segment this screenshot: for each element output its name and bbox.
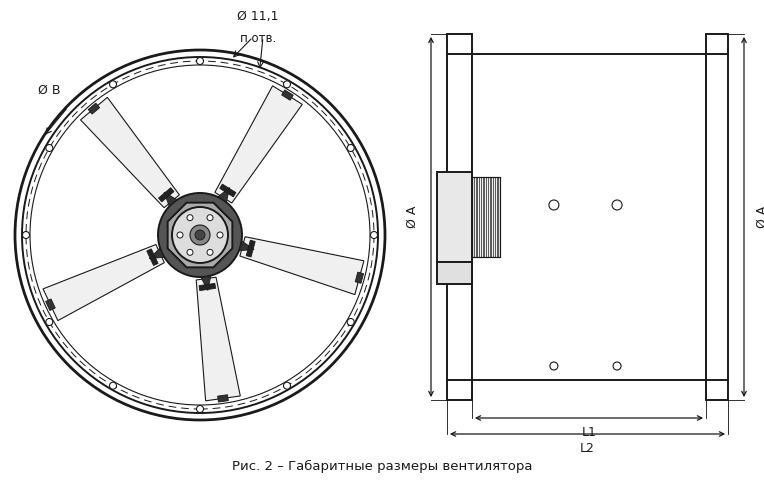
Polygon shape <box>218 395 228 402</box>
Polygon shape <box>88 103 99 114</box>
Circle shape <box>172 207 228 263</box>
Text: Ø A: Ø A <box>406 206 419 228</box>
Polygon shape <box>149 248 164 259</box>
Polygon shape <box>43 244 164 321</box>
Circle shape <box>283 382 290 389</box>
Polygon shape <box>215 86 303 203</box>
Polygon shape <box>218 187 230 202</box>
Text: Ø 11,1: Ø 11,1 <box>238 10 279 23</box>
Text: п отв.: п отв. <box>240 32 276 45</box>
Polygon shape <box>175 163 219 193</box>
Circle shape <box>371 231 377 239</box>
Circle shape <box>549 200 559 210</box>
Circle shape <box>46 145 53 151</box>
Polygon shape <box>158 187 174 202</box>
Polygon shape <box>220 184 236 197</box>
Circle shape <box>22 231 30 239</box>
Polygon shape <box>199 283 215 291</box>
Polygon shape <box>355 272 364 283</box>
Circle shape <box>207 214 213 221</box>
Polygon shape <box>167 128 196 172</box>
Bar <box>472 54 706 380</box>
Polygon shape <box>167 202 232 268</box>
Circle shape <box>613 362 621 370</box>
Circle shape <box>347 145 354 151</box>
Circle shape <box>187 249 193 255</box>
Polygon shape <box>239 241 254 251</box>
Circle shape <box>190 225 210 245</box>
Polygon shape <box>46 299 55 310</box>
Polygon shape <box>196 277 241 401</box>
Circle shape <box>109 382 116 389</box>
Text: Рис. 2 – Габаритные размеры вентилятора: Рис. 2 – Габаритные размеры вентилятора <box>231 460 533 473</box>
Polygon shape <box>80 97 180 208</box>
Polygon shape <box>154 172 183 216</box>
Polygon shape <box>282 90 293 100</box>
Polygon shape <box>246 240 255 257</box>
Circle shape <box>550 362 558 370</box>
Circle shape <box>217 232 223 238</box>
Polygon shape <box>147 249 158 266</box>
Circle shape <box>207 249 213 255</box>
Circle shape <box>347 319 354 325</box>
Circle shape <box>177 232 183 238</box>
Polygon shape <box>131 151 175 181</box>
Bar <box>472 177 500 257</box>
Circle shape <box>187 214 193 221</box>
Polygon shape <box>164 192 176 206</box>
Polygon shape <box>201 276 211 291</box>
Polygon shape <box>240 237 364 295</box>
Text: Ø В: Ø В <box>38 84 60 97</box>
Circle shape <box>46 319 53 325</box>
Circle shape <box>195 230 205 240</box>
Bar <box>437 172 472 262</box>
Text: Корвет: Корвет <box>230 168 344 197</box>
Circle shape <box>283 81 290 88</box>
Circle shape <box>196 57 203 65</box>
Text: Ø A: Ø A <box>756 206 764 228</box>
Bar <box>472 177 500 257</box>
Bar <box>706 34 728 400</box>
Circle shape <box>158 193 242 277</box>
Text: L2: L2 <box>580 442 595 455</box>
Circle shape <box>612 200 622 210</box>
Bar <box>437 262 472 284</box>
Circle shape <box>109 81 116 88</box>
Text: L1: L1 <box>581 426 597 439</box>
Circle shape <box>196 405 203 413</box>
Circle shape <box>15 50 385 420</box>
Bar <box>447 34 472 400</box>
